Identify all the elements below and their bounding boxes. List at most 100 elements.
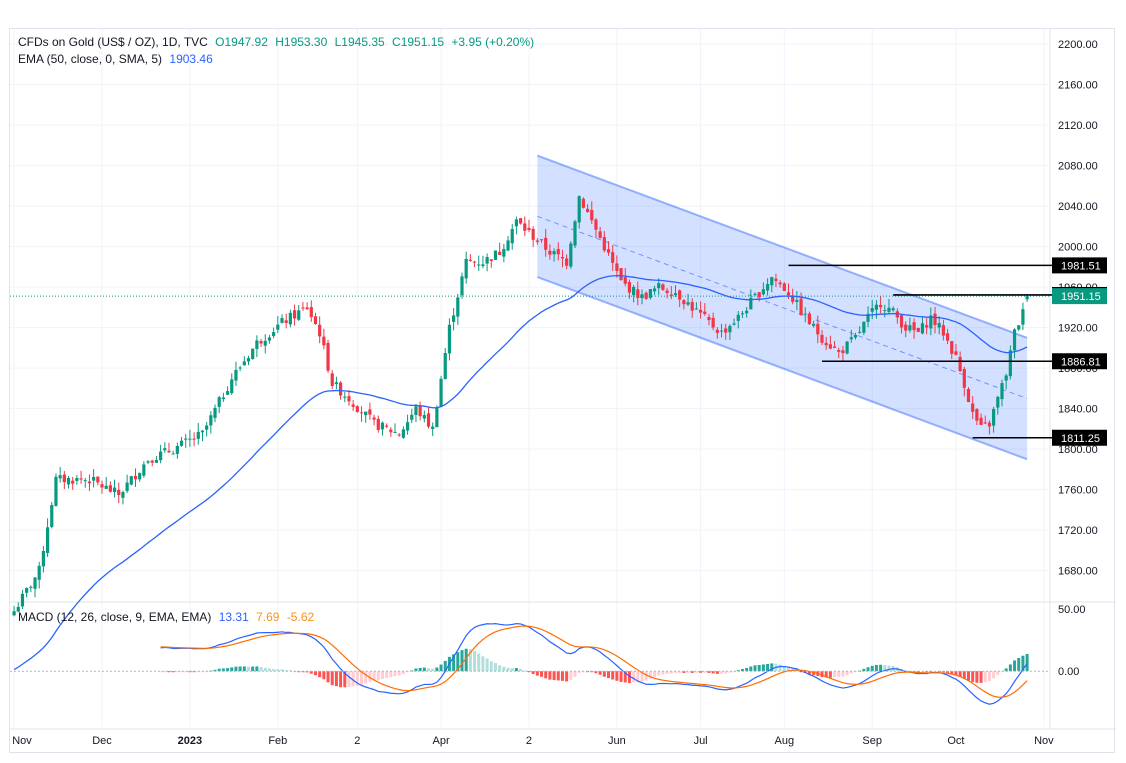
candle-body	[585, 208, 590, 213]
macd-bar	[523, 670, 527, 672]
macd-bar	[456, 652, 460, 672]
macd-bar	[644, 671, 648, 681]
macd-bar	[720, 671, 724, 674]
macd-bar	[690, 671, 694, 673]
macd-bar	[962, 671, 966, 679]
macd-bar	[385, 671, 389, 678]
macd-bar	[230, 667, 234, 672]
candle-body	[426, 413, 431, 427]
candle-body	[778, 282, 782, 285]
candle-body	[531, 228, 535, 240]
candle-body	[477, 264, 481, 266]
price-axis-label: 2040.00	[1058, 201, 1098, 213]
macd-bar	[167, 671, 171, 673]
channel-lower-line	[536, 276, 1028, 461]
candle-body	[242, 361, 246, 366]
macd-bar	[632, 671, 636, 683]
candle-body	[510, 228, 514, 244]
macd-bar	[226, 668, 230, 672]
candle-body	[104, 485, 108, 489]
candle-body	[485, 257, 489, 264]
candle-body	[590, 209, 594, 221]
candle-body	[385, 425, 389, 427]
open-value: O1947.92	[215, 35, 268, 49]
candle-body	[380, 422, 385, 430]
macd-bar	[380, 671, 384, 679]
candle-body	[887, 307, 891, 312]
macd-bar	[309, 671, 313, 674]
candle-body	[652, 288, 657, 292]
candle-body	[552, 251, 556, 255]
candle-body	[698, 309, 703, 313]
macd-bar	[866, 667, 870, 672]
macd-bar	[527, 671, 531, 673]
candle-body	[686, 302, 690, 305]
macd-bar	[427, 668, 431, 672]
macd-bar	[669, 671, 673, 674]
candle-body	[225, 391, 230, 395]
chart-canvas[interactable]: 2200.00 2160.00 2120.00 2080.00 2040.00 2000.…	[10, 29, 1116, 754]
macd-bar	[833, 671, 837, 678]
candle-body	[745, 310, 749, 314]
candle-body	[100, 484, 104, 488]
macd-bar	[694, 671, 698, 673]
candle-body	[1017, 325, 1021, 330]
candle-body	[732, 323, 736, 325]
candle-body	[54, 476, 58, 506]
candle-body	[393, 431, 397, 433]
candle-body	[1012, 329, 1017, 351]
macd-bar	[393, 671, 397, 677]
macd-bar	[607, 671, 611, 679]
candle-body	[439, 378, 443, 407]
candle-body	[648, 289, 652, 298]
candle-body	[200, 430, 205, 433]
macd-bar	[263, 667, 267, 672]
macd-bar	[862, 668, 866, 672]
channel-mid-line	[537, 215, 1028, 399]
hist-value: -5.62	[286, 610, 315, 624]
candle-body	[690, 302, 694, 311]
price-tag-label: 1886.81	[1061, 356, 1101, 368]
change-value: +3.95 (+0.20%)	[451, 35, 535, 49]
ema-label: EMA (50, close, 0, SMA, 5)	[18, 52, 163, 66]
candle-body	[50, 504, 54, 528]
candle-body	[251, 348, 255, 360]
candle-body	[292, 310, 297, 319]
macd-bar	[707, 671, 711, 673]
macd-bar	[640, 671, 644, 682]
candle-body	[523, 223, 527, 231]
macd-bar	[665, 671, 669, 674]
macd-bar	[565, 671, 569, 682]
candle-body	[807, 313, 812, 325]
macd-value: 13.31	[218, 610, 249, 624]
candle-body	[853, 334, 858, 338]
macd-bar	[473, 651, 477, 672]
macd-bar	[627, 671, 631, 684]
candle-body	[678, 290, 682, 300]
candle-body	[514, 219, 519, 227]
candle-body	[711, 317, 715, 328]
macd-bar	[452, 654, 456, 672]
candle-body	[594, 219, 598, 230]
macd-bar	[828, 671, 832, 678]
symbol-title: CFDs on Gold (US$ / OZ), 1D, TVC	[18, 35, 208, 49]
macd-bar	[418, 667, 422, 672]
candle-body	[615, 263, 619, 272]
candle-body	[983, 422, 987, 424]
candle-body	[318, 324, 322, 337]
candle-body	[347, 396, 351, 402]
macd-bar	[531, 671, 535, 675]
candle-body	[343, 396, 347, 398]
macd-bar	[556, 671, 560, 681]
candle-body	[657, 283, 661, 289]
macd-bar	[184, 671, 188, 673]
candle-body	[774, 278, 778, 281]
macd-bar	[837, 671, 841, 678]
macd-bar	[498, 665, 502, 672]
candle-body	[518, 218, 523, 224]
macd-bar	[213, 669, 217, 672]
candle-body	[673, 293, 678, 296]
macd-label: MACD (12, 26, close, 9, EMA, EMA)	[18, 610, 212, 624]
candle-body	[757, 292, 761, 298]
candle-body	[740, 313, 745, 315]
